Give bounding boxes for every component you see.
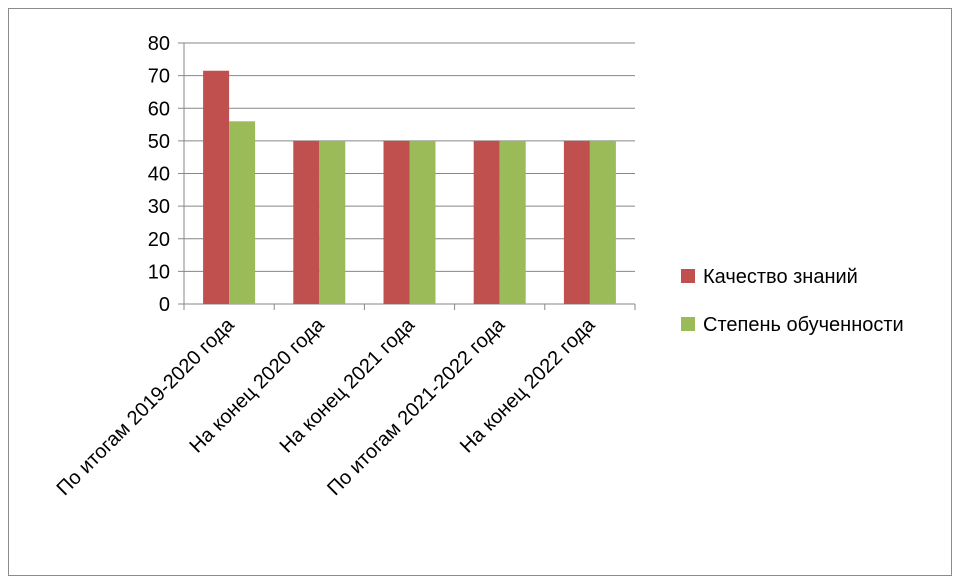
y-tick-label: 80 [148,33,170,55]
y-tick-label: 30 [148,196,170,218]
y-tick-label: 20 [148,229,170,251]
legend-swatch [681,317,695,331]
legend-label: Качество знаний [703,266,858,288]
y-tick-label: 40 [148,164,170,186]
bar [409,140,436,304]
axes [178,42,636,310]
bar [319,140,346,304]
y-tick-label: 10 [148,261,170,283]
y-axis-tick-labels: 0 10 20 30 40 50 60 70 80 [148,33,170,316]
y-tick-label: 50 [148,131,170,153]
bar-chart: 0 10 20 30 40 50 60 70 80 По итогам 2019-2020 го… [53,33,904,500]
bar [229,121,256,304]
legend-swatch [681,269,695,283]
x-category-label: По итогам 2019-2020 года [53,313,240,500]
bars [203,70,616,304]
x-category-label: По итогам 2021-2022 года [323,313,510,500]
bar [383,140,410,304]
bar [293,140,320,304]
y-tick-label: 0 [159,294,170,316]
y-tick-label: 60 [148,98,170,120]
bar [563,140,590,304]
legend-label: Степень обученности [703,314,904,336]
y-tick-label: 70 [148,66,170,88]
bar [203,70,230,304]
bar [473,140,500,304]
bar [499,140,526,304]
bar [589,140,616,304]
chart-frame: 0 10 20 30 40 50 60 70 80 По итогам 2019-2020 го… [8,8,952,576]
legend: Качество знаний Степень обученности [681,266,904,336]
